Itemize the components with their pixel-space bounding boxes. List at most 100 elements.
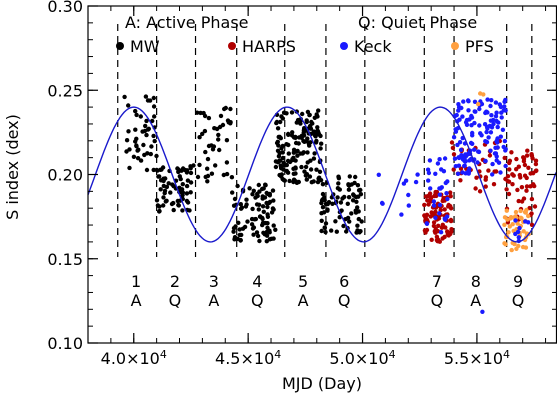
data-point-mw	[245, 219, 250, 224]
data-point-mw	[252, 217, 257, 222]
data-point-mw	[200, 131, 205, 137]
phase-number-label: 4	[252, 272, 262, 291]
data-point-keck	[457, 140, 463, 145]
data-point-mw	[127, 165, 132, 171]
data-point-mw	[217, 147, 222, 153]
data-point-keck	[495, 124, 500, 130]
data-point-mw	[294, 180, 300, 185]
data-point-keck	[491, 117, 496, 123]
data-point-mw	[276, 134, 281, 140]
data-point-mw	[346, 195, 352, 200]
phase-type-label: A	[470, 291, 481, 310]
data-point-keck	[442, 156, 448, 161]
data-point-mw	[197, 162, 202, 168]
data-point-mw	[325, 207, 330, 212]
data-point-harps	[521, 156, 527, 161]
data-point-keck	[456, 102, 461, 107]
data-point-mw	[254, 230, 260, 235]
data-point-mw	[138, 114, 143, 119]
data-point-harps	[524, 188, 529, 193]
data-point-harps	[425, 198, 430, 203]
data-point-pfs	[504, 208, 509, 213]
data-point-harps	[443, 225, 448, 230]
data-point-mw	[260, 194, 265, 199]
data-point-mw	[264, 239, 269, 244]
data-point-mw	[263, 182, 268, 187]
data-point-mw	[349, 211, 354, 216]
data-point-mw	[221, 172, 226, 178]
data-point-harps	[505, 174, 511, 179]
data-point-mw	[162, 188, 168, 193]
data-point-mw	[161, 195, 166, 200]
legend-label-keck: Keck	[354, 37, 392, 56]
data-point-harps	[529, 196, 535, 202]
data-point-keck	[477, 123, 482, 128]
data-point-keck	[459, 105, 464, 111]
data-point-pfs	[518, 208, 523, 214]
data-point-mw	[182, 167, 188, 173]
data-point-mw	[224, 171, 230, 177]
data-point-harps	[424, 217, 430, 223]
data-point-harps	[449, 229, 454, 234]
data-point-mw	[202, 128, 208, 134]
data-point-mw	[256, 182, 261, 188]
data-point-mw	[250, 192, 255, 197]
legend-marker-harps	[228, 42, 236, 50]
data-point-mw	[131, 154, 137, 159]
data-point-keck	[438, 230, 444, 235]
data-point-mw	[270, 206, 276, 211]
data-point-mw	[275, 148, 281, 153]
data-point-keck	[484, 109, 489, 114]
phase-number-label: 9	[513, 272, 523, 291]
data-point-keck	[406, 203, 411, 208]
data-point-keck	[490, 161, 495, 167]
data-point-mw	[358, 229, 363, 234]
data-point-mw	[213, 163, 218, 168]
data-point-mw	[308, 140, 313, 145]
data-point-mw	[271, 236, 276, 241]
data-point-keck	[437, 157, 442, 162]
data-point-harps	[431, 220, 437, 225]
data-point-keck	[445, 196, 450, 202]
data-point-mw	[315, 114, 320, 119]
data-point-mw	[206, 143, 212, 149]
data-point-mw	[179, 168, 184, 173]
data-point-mw	[144, 118, 149, 124]
data-point-harps	[442, 207, 447, 212]
phase-number-label: 5	[298, 272, 308, 291]
data-point-mw	[152, 114, 157, 119]
data-point-harps	[486, 168, 491, 173]
data-point-keck	[486, 135, 491, 140]
data-point-mw	[291, 150, 296, 155]
data-point-harps	[524, 184, 530, 189]
data-point-mw	[188, 170, 194, 176]
data-point-pfs	[476, 101, 481, 107]
data-point-harps	[491, 182, 497, 187]
data-point-mw	[124, 149, 129, 154]
x-tick-label: 5.0×104	[329, 348, 395, 368]
data-point-mw	[337, 187, 342, 192]
data-point-harps	[433, 209, 438, 214]
data-point-keck	[456, 155, 461, 160]
phase-number-label: 1	[131, 272, 141, 291]
data-point-harps	[426, 202, 431, 207]
data-point-keck	[425, 167, 431, 172]
data-point-keck	[439, 167, 444, 172]
data-point-keck	[427, 158, 433, 163]
data-point-mw	[265, 212, 270, 217]
data-point-mw	[313, 140, 319, 145]
data-point-mw	[216, 132, 221, 138]
data-point-mw	[345, 201, 350, 206]
phase-type-label: Q	[338, 291, 351, 310]
data-point-mw	[286, 132, 291, 137]
data-point-mw	[260, 220, 266, 225]
data-point-harps	[506, 191, 512, 197]
data-point-keck	[466, 169, 472, 174]
data-point-keck	[458, 147, 464, 153]
data-point-pfs	[524, 207, 529, 213]
data-point-pfs	[478, 91, 483, 96]
data-point-mw	[319, 218, 324, 223]
data-point-harps	[533, 161, 539, 167]
